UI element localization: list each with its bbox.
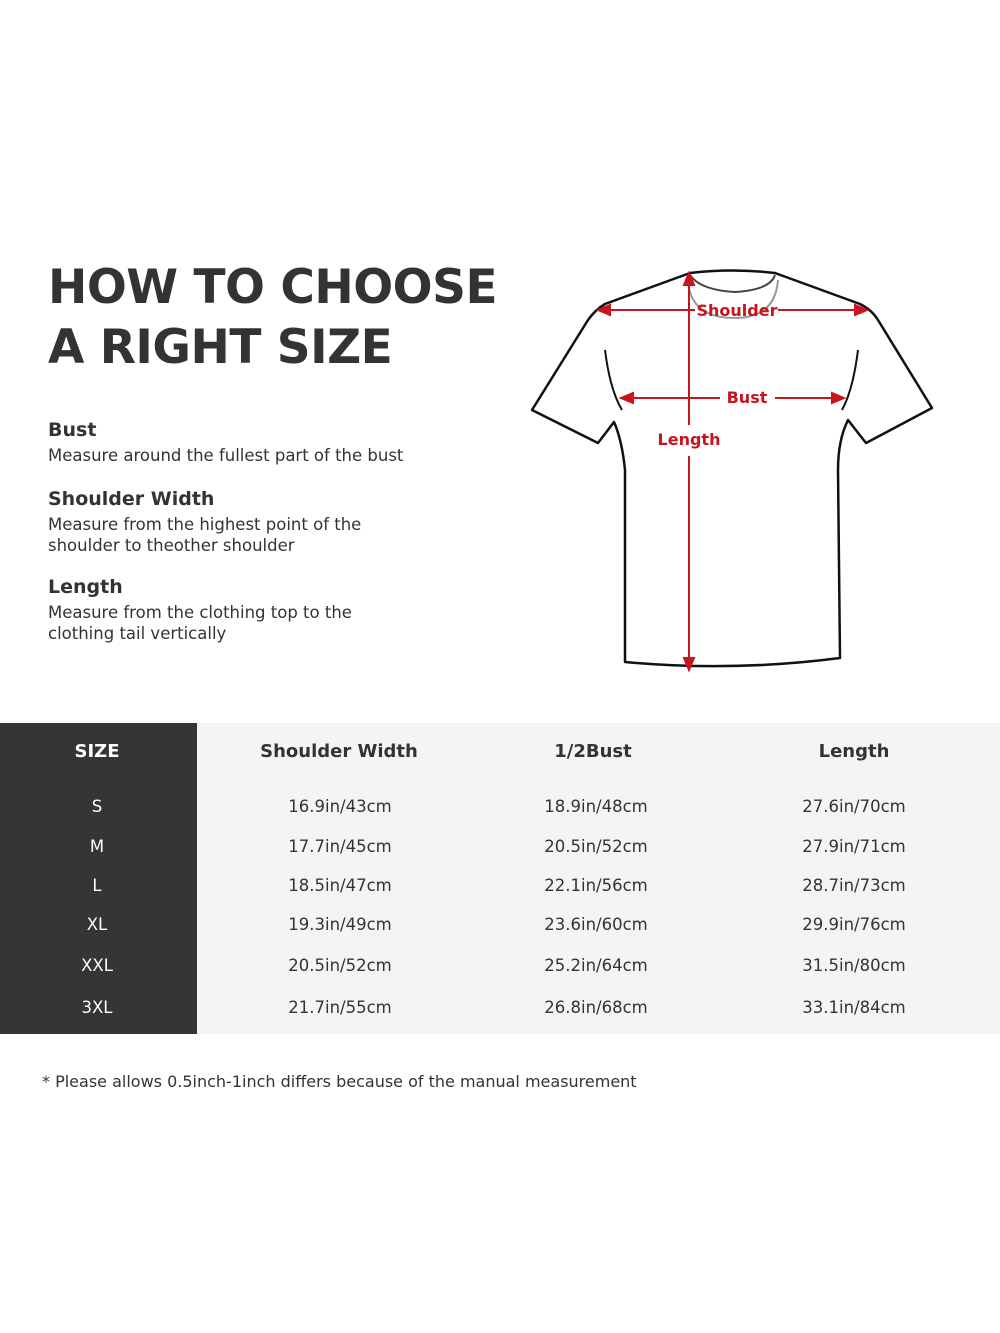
page-title: HOW TO CHOOSE A RIGHT SIZE xyxy=(48,260,498,375)
size-table: SIZE Shoulder Width 1/2Bust Length S 16.9… xyxy=(0,723,1000,1034)
collar xyxy=(687,279,779,319)
header-half-bust: 1/2Bust xyxy=(554,741,632,762)
table-cell: 18.5in/47cm xyxy=(288,876,392,895)
guide-length: Length Measure from the clothing top to … xyxy=(48,576,352,643)
guide-shoulder-width: Shoulder Width Measure from the highest … xyxy=(48,488,362,555)
table-cell: 33.1in/84cm xyxy=(802,998,906,1017)
table-cell: 22.1in/56cm xyxy=(544,876,648,895)
table-cell: 23.6in/60cm xyxy=(544,915,648,934)
size-cell: S xyxy=(91,797,103,816)
size-cell: XL xyxy=(86,915,108,934)
measurement-note: * Please allows 0.5inch-1inch differs be… xyxy=(42,1072,637,1091)
table-cell: 31.5in/80cm xyxy=(802,956,906,975)
table-cell: 29.9in/76cm xyxy=(802,915,906,934)
size-cell: L xyxy=(92,876,102,895)
size-cell: 3XL xyxy=(81,998,113,1017)
size-column xyxy=(0,723,197,1034)
header-size: SIZE xyxy=(74,741,120,762)
header-shoulder-width: Shoulder Width xyxy=(260,741,418,762)
size-cell: XXL xyxy=(81,956,113,975)
header-length: Length xyxy=(818,741,890,762)
length-label: Length xyxy=(658,430,721,449)
table-cell: 20.5in/52cm xyxy=(544,837,648,856)
table-cell: 27.9in/71cm xyxy=(802,837,906,856)
table-cell: 19.3in/49cm xyxy=(288,915,392,934)
table-cell: 28.7in/73cm xyxy=(802,876,906,895)
table-cell: 20.5in/52cm xyxy=(288,956,392,975)
table-cell: 18.9in/48cm xyxy=(544,797,648,816)
size-cell: M xyxy=(89,837,105,856)
guide-bust: Bust Measure around the fullest part of … xyxy=(48,419,404,465)
shoulder-label: Shoulder xyxy=(697,301,778,320)
table-cell: 26.8in/68cm xyxy=(544,998,648,1017)
tshirt-outline xyxy=(530,269,934,668)
table-cell: 17.7in/45cm xyxy=(288,837,392,856)
tshirt-diagram: Shoulder Bust Length xyxy=(530,269,934,673)
table-cell: 16.9in/43cm xyxy=(288,797,392,816)
table-cell: 27.6in/70cm xyxy=(802,797,906,816)
bust-label: Bust xyxy=(727,388,768,407)
table-cell: 25.2in/64cm xyxy=(544,956,648,975)
table-cell: 21.7in/55cm xyxy=(288,998,392,1017)
